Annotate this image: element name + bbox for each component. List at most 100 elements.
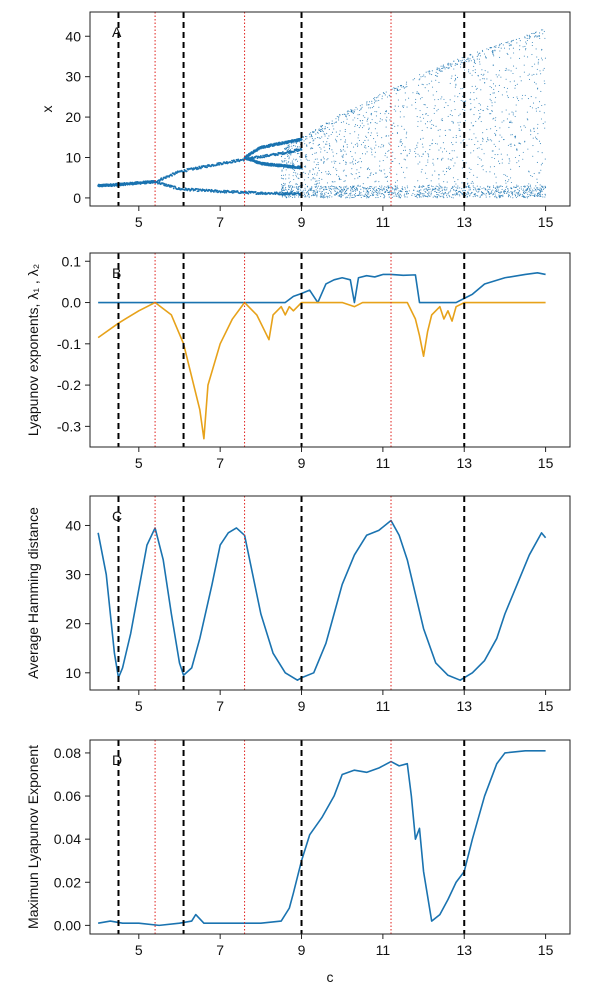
bifurcation-point — [279, 191, 281, 194]
chaos-point — [462, 159, 464, 162]
chaos-point — [498, 84, 500, 87]
chaos-point — [397, 125, 399, 127]
chaos-point — [338, 188, 340, 190]
chaos-point — [527, 148, 529, 150]
chaos-point — [528, 191, 530, 193]
chaos-point — [476, 188, 478, 190]
chaos-point — [285, 178, 287, 180]
chaos-point — [312, 190, 314, 192]
chaos-point — [395, 187, 397, 190]
chaos-point — [492, 64, 494, 66]
chaos-point — [512, 193, 514, 195]
chaos-point — [394, 181, 397, 183]
chaos-point — [309, 170, 311, 172]
chaos-point — [370, 134, 372, 137]
chaos-point — [283, 194, 285, 196]
chaos-point — [542, 29, 544, 31]
chaos-point — [529, 129, 532, 131]
chaos-point — [408, 97, 410, 99]
chaos-point — [401, 125, 403, 127]
chaos-point — [478, 189, 480, 191]
chaos-point — [347, 194, 349, 196]
chaos-point — [539, 110, 541, 112]
chaos-point — [378, 146, 380, 148]
chaos-point — [436, 67, 438, 69]
chaos-point — [521, 94, 524, 96]
chaos-point — [467, 58, 469, 60]
chaos-point — [343, 187, 345, 189]
chaos-point — [452, 194, 454, 196]
chaos-point — [422, 114, 424, 116]
chaos-point — [391, 88, 393, 90]
chaos-point — [479, 104, 482, 106]
chaos-point — [379, 169, 381, 171]
chaos-point — [435, 71, 437, 73]
chaos-point — [355, 159, 357, 161]
chaos-point — [318, 129, 321, 132]
chaos-point — [414, 186, 416, 188]
chaos-point — [328, 123, 330, 125]
chaos-point — [377, 187, 379, 189]
chaos-point — [436, 197, 438, 199]
chaos-point — [397, 86, 399, 88]
chaos-point — [448, 68, 450, 70]
chaos-point — [366, 101, 368, 103]
chaos-point — [291, 147, 293, 149]
chaos-point — [287, 149, 289, 151]
chaos-point — [453, 150, 455, 152]
chaos-point — [415, 152, 417, 154]
chaos-point — [432, 188, 434, 190]
chaos-point — [523, 64, 525, 66]
chaos-point — [373, 102, 376, 104]
chaos-point — [318, 137, 320, 139]
chaos-point — [472, 56, 474, 58]
chaos-point — [420, 76, 422, 78]
chaos-point — [443, 193, 445, 195]
chaos-point — [507, 96, 509, 98]
chaos-point — [532, 137, 534, 139]
bifurcation-point — [168, 175, 171, 178]
chaos-point — [457, 122, 459, 124]
chaos-point — [351, 196, 353, 198]
chaos-point — [374, 181, 376, 183]
chaos-point — [427, 154, 429, 156]
chaos-point — [319, 130, 322, 132]
chaos-point — [371, 192, 373, 194]
chaos-point — [321, 187, 323, 189]
chaos-point — [520, 126, 522, 128]
chaos-point — [300, 148, 302, 151]
chaos-point — [385, 135, 387, 137]
chaos-point — [375, 141, 377, 143]
chaos-point — [441, 189, 443, 191]
chaos-point — [518, 154, 520, 157]
chaos-point — [479, 189, 481, 191]
chaos-point — [281, 174, 283, 177]
chaos-point — [454, 108, 456, 111]
chaos-point — [450, 110, 452, 112]
chaos-point — [296, 190, 298, 192]
chaos-point — [367, 118, 369, 120]
chaos-point — [384, 94, 386, 96]
chaos-point — [474, 69, 476, 71]
chaos-point — [375, 194, 377, 196]
chaos-point — [435, 125, 437, 127]
chaos-point — [344, 186, 346, 188]
chaos-point — [539, 192, 541, 194]
chaos-point — [536, 56, 538, 58]
chaos-point — [285, 197, 287, 199]
chaos-point — [287, 164, 289, 166]
chaos-point — [389, 95, 391, 97]
chaos-point — [406, 185, 408, 187]
chaos-point — [363, 146, 366, 148]
chaos-point — [535, 188, 537, 190]
chaos-point — [503, 191, 506, 193]
chaos-point — [368, 191, 370, 193]
chaos-point — [469, 195, 471, 197]
chaos-point — [320, 126, 322, 128]
chaos-point — [528, 188, 530, 190]
chaos-point — [431, 86, 434, 88]
chaos-point — [321, 194, 323, 196]
chaos-point — [313, 189, 315, 192]
chaos-point — [433, 195, 435, 197]
chaos-point — [530, 194, 532, 196]
